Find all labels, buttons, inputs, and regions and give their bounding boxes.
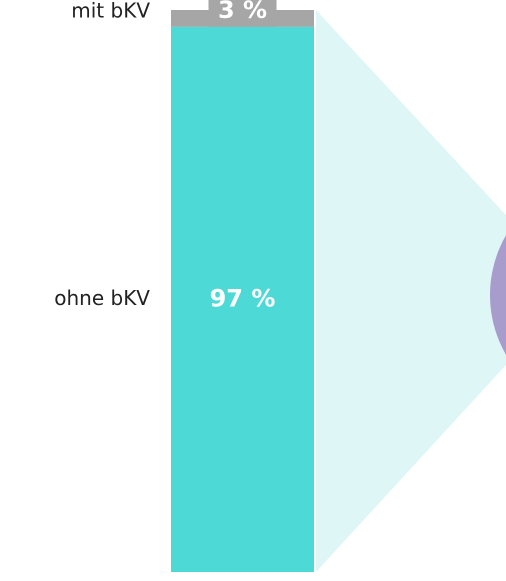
series-label: ohne bKV	[54, 286, 150, 310]
label-background	[208, 0, 277, 27]
value-label: 3 %	[218, 0, 267, 24]
bar-segment	[171, 26, 314, 573]
value-label: 97 %	[210, 284, 276, 312]
detail-circle	[490, 235, 506, 355]
funnel	[316, 10, 506, 572]
series-label: mit bKV	[71, 0, 150, 22]
